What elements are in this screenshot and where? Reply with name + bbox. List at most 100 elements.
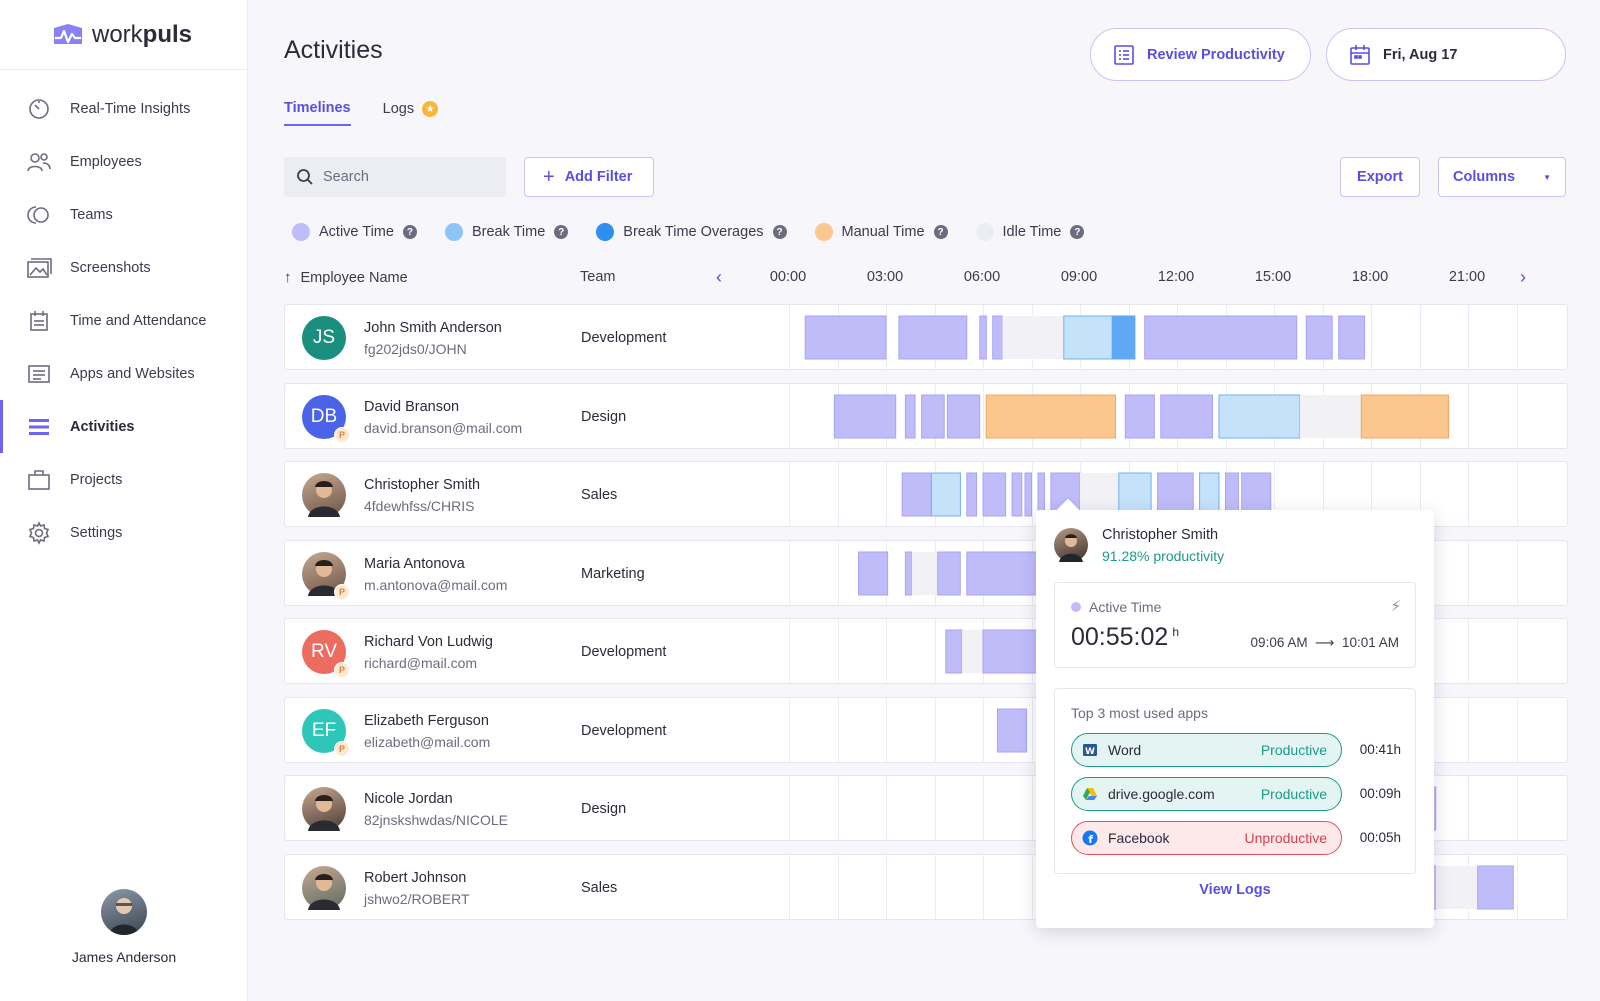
sidebar-item-activities[interactable]: Activities bbox=[0, 400, 247, 453]
timeline-segment-active[interactable] bbox=[1338, 315, 1366, 360]
google-drive-icon bbox=[1082, 786, 1098, 802]
employee-team: Design bbox=[581, 408, 627, 425]
sidebar-item-screenshots[interactable]: Screenshots bbox=[0, 241, 247, 294]
timeline-segment-idle[interactable] bbox=[1299, 394, 1362, 438]
timeline-segment-manual[interactable] bbox=[1360, 394, 1450, 438]
help-icon[interactable]: ? bbox=[933, 225, 948, 239]
timeline-segment-break[interactable] bbox=[1118, 472, 1152, 517]
table-row[interactable]: JS John Smith Anderson fg202jds0/JOHN Devel… bbox=[284, 304, 1568, 370]
avatar-initials: JS bbox=[312, 327, 336, 348]
timeline-prev-icon[interactable]: ‹ bbox=[716, 267, 722, 287]
timeline-segment-active[interactable] bbox=[1160, 394, 1213, 438]
sidebar-item-employees[interactable]: Employees bbox=[0, 135, 247, 188]
timeline-segment-active[interactable] bbox=[1124, 394, 1155, 438]
sidebar-item-real-time-insights[interactable]: Real-Time Insights bbox=[0, 82, 247, 135]
sidebar-item-projects[interactable]: Projects bbox=[0, 453, 247, 506]
timeline-segment-idle[interactable] bbox=[1002, 316, 1064, 359]
timeline-segment-active[interactable] bbox=[1305, 315, 1333, 360]
timeline-segment-active[interactable] bbox=[1144, 315, 1298, 360]
employee-id: 4fdewhfss/CHRIS bbox=[364, 498, 475, 514]
avatar-initials: EF bbox=[311, 719, 337, 741]
timeline-segment-active[interactable] bbox=[804, 315, 887, 360]
avatar bbox=[302, 787, 346, 831]
columns-dropdown[interactable]: Columns ▼ bbox=[1438, 157, 1566, 197]
employee-id: richard@mail.com bbox=[364, 655, 478, 671]
sidebar-item-apps-and-websites[interactable]: Apps and Websites bbox=[0, 347, 247, 400]
timeline-segment-active[interactable] bbox=[992, 315, 1003, 360]
timeline-segment-break[interactable] bbox=[1218, 394, 1301, 438]
teams-icon bbox=[26, 204, 52, 226]
timeline-segment-active[interactable] bbox=[898, 315, 968, 360]
export-button[interactable]: Export bbox=[1340, 157, 1420, 197]
activity-timeline[interactable] bbox=[789, 383, 1565, 448]
svg-text:W: W bbox=[1085, 747, 1095, 757]
brand[interactable]: workpuls bbox=[0, 0, 247, 70]
help-icon[interactable]: ? bbox=[1070, 225, 1085, 239]
employee-name: John Smith Anderson bbox=[364, 320, 502, 336]
timeline-segment-active[interactable] bbox=[901, 472, 932, 517]
employee-team: Sales bbox=[581, 487, 618, 503]
search-input[interactable] bbox=[323, 169, 493, 185]
legend-item-idle-time: Idle Time? bbox=[975, 223, 1085, 241]
status-badge: P bbox=[334, 662, 350, 678]
timeline-segment-active[interactable] bbox=[937, 551, 961, 595]
sidebar-item-teams[interactable]: Teams bbox=[0, 188, 247, 241]
timeline-segment-active[interactable] bbox=[833, 394, 897, 438]
bolt-icon[interactable]: ⚡ bbox=[1390, 598, 1401, 615]
timeline-segment-active[interactable] bbox=[1011, 472, 1023, 517]
tab-timelines[interactable]: Timelines bbox=[284, 100, 351, 126]
help-icon[interactable]: ? bbox=[554, 225, 569, 239]
legend-label: Active Time bbox=[319, 224, 394, 240]
timeline-segment-active[interactable] bbox=[982, 472, 1007, 517]
top-app-row[interactable]: drive.google.com Productive 00:09h bbox=[1071, 777, 1401, 811]
help-icon[interactable]: ? bbox=[772, 225, 787, 239]
sidebar-item-time-and-attendance[interactable]: Time and Attendance bbox=[0, 294, 247, 347]
timeline-segment-active[interactable] bbox=[858, 551, 889, 595]
timeline-segment-active[interactable] bbox=[1477, 865, 1514, 909]
timeline-segment-idle[interactable] bbox=[1435, 865, 1478, 909]
employee-name-header[interactable]: ↑ Employee Name bbox=[284, 269, 408, 286]
timeline-segment-break[interactable] bbox=[930, 472, 961, 517]
legend: Active Time? Break Time? Break Time Overag… bbox=[292, 223, 1112, 241]
top-app-row[interactable]: f Facebook Unproductive 00:05h bbox=[1071, 821, 1401, 855]
date-picker-button[interactable]: Fri, Aug 17 bbox=[1326, 28, 1566, 81]
add-filter-label: Add Filter bbox=[564, 169, 633, 185]
sidebar-item-label: Projects bbox=[70, 471, 123, 488]
tabs: Timelines Logs ★ bbox=[284, 100, 470, 126]
timeline-segment-manual[interactable] bbox=[985, 394, 1116, 438]
timeline-segment-active[interactable] bbox=[946, 394, 981, 438]
timeline-segment-active[interactable] bbox=[1024, 472, 1032, 517]
employee-team: Development bbox=[581, 722, 667, 739]
employee-id: elizabeth@mail.com bbox=[364, 733, 491, 750]
timeline-segment-active[interactable] bbox=[1157, 472, 1194, 517]
add-filter-button[interactable]: + Add Filter bbox=[524, 157, 654, 197]
view-logs-link[interactable]: View Logs bbox=[1199, 882, 1271, 898]
timeline-segment-idle[interactable] bbox=[1080, 473, 1119, 516]
timeline-segment-idle[interactable] bbox=[962, 630, 983, 673]
table-row[interactable]: DB P David Branson david.branson@mail.com De… bbox=[284, 382, 1568, 449]
timeline-segment-active[interactable] bbox=[904, 551, 913, 595]
legend-label: Break Time bbox=[471, 224, 546, 240]
timeline-segment-active[interactable] bbox=[921, 394, 945, 438]
top-app-row[interactable]: W Word Productive 00:41h bbox=[1071, 733, 1401, 767]
timeline-segment-overage[interactable] bbox=[1111, 315, 1136, 360]
timeline-segment-active[interactable] bbox=[997, 708, 1028, 752]
user-profile[interactable]: James Anderson bbox=[0, 889, 248, 965]
app-name: Word bbox=[1108, 742, 1142, 758]
activity-timeline[interactable] bbox=[789, 305, 1565, 369]
timeline-segment-active[interactable] bbox=[979, 315, 987, 360]
timeline-segment-idle[interactable] bbox=[911, 551, 938, 595]
sidebar-item-settings[interactable]: Settings bbox=[0, 506, 247, 559]
review-productivity-button[interactable]: Review Productivity bbox=[1090, 28, 1311, 81]
team-header[interactable]: Team bbox=[580, 269, 616, 285]
employee-name-header-label: Employee Name bbox=[300, 269, 408, 286]
app-name: Facebook bbox=[1108, 830, 1170, 846]
timeline-segment-break[interactable] bbox=[1063, 315, 1113, 360]
timeline-segment-active[interactable] bbox=[904, 394, 916, 438]
help-icon[interactable]: ? bbox=[402, 225, 417, 239]
timeline-segment-active[interactable] bbox=[966, 472, 978, 517]
tab-logs[interactable]: Logs ★ bbox=[383, 100, 439, 126]
timeline-next-icon[interactable]: › bbox=[1520, 267, 1526, 287]
timeline-segment-active[interactable] bbox=[945, 629, 963, 674]
app-time: 00:05h bbox=[1359, 830, 1401, 845]
